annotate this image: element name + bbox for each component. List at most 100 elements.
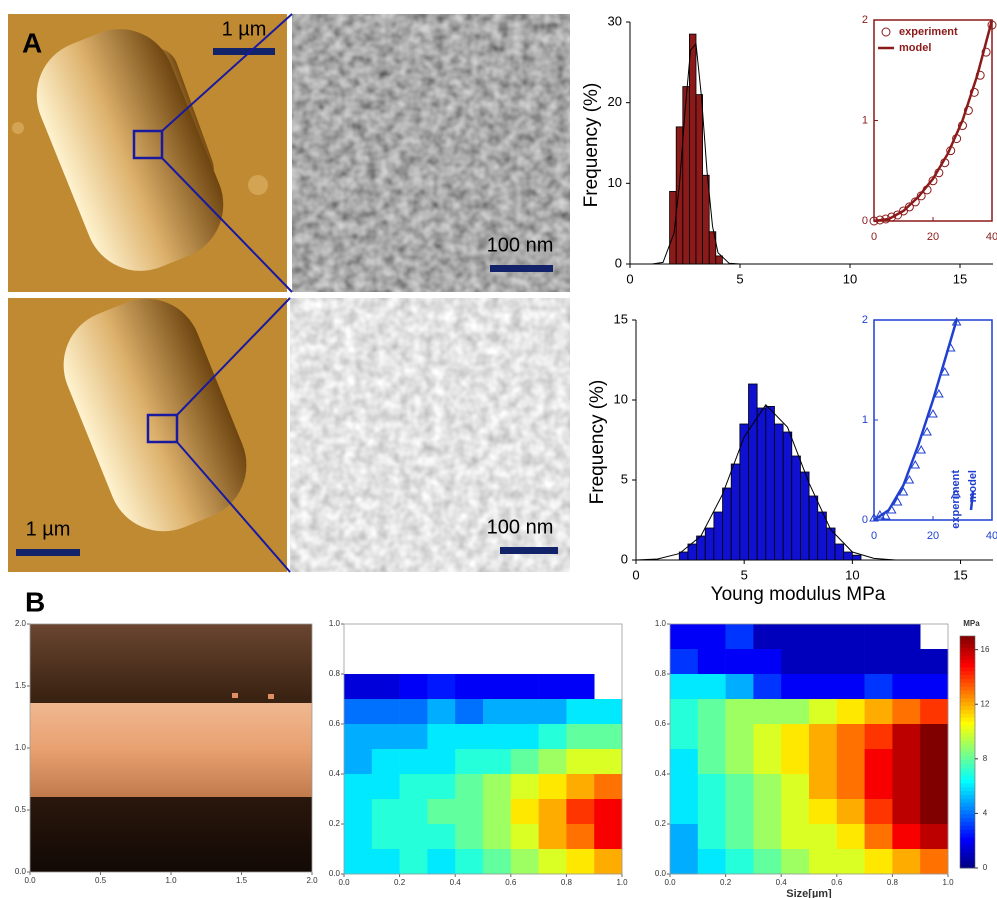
heatmap-cell <box>725 849 754 875</box>
colorbar-tick-label: 0 <box>983 863 988 872</box>
heatmap-cell <box>670 674 699 700</box>
inset-y-tick-label: 2 <box>862 14 868 26</box>
heatmap-cell <box>566 849 595 875</box>
heatmap-cell <box>538 774 567 800</box>
heatmap-cell <box>753 674 782 700</box>
x-tick-label: 10 <box>845 567 859 582</box>
y-tick-label: 5 <box>621 471 628 486</box>
legend-label: model <box>967 470 979 502</box>
heatmap-cell <box>371 724 400 750</box>
heatmap-cell <box>455 674 484 700</box>
heatmap-cell <box>510 749 539 775</box>
heatmap-cell <box>753 849 782 875</box>
heatmap-cell <box>670 724 699 750</box>
fit-curve <box>635 404 993 561</box>
y-tick-label: 15 <box>614 311 628 326</box>
heatmap-cell <box>864 849 893 875</box>
bar <box>843 551 853 561</box>
heatmap-cell <box>594 699 623 725</box>
y-tick-label: 0.8 <box>329 669 341 678</box>
bar <box>817 511 827 561</box>
x-tick-label: 0.8 <box>561 878 573 887</box>
colorbar-segment <box>960 763 975 768</box>
heatmap-cell <box>753 799 782 825</box>
colorbar-segment <box>960 802 975 807</box>
heatmap-cell <box>455 774 484 800</box>
bar <box>713 511 723 561</box>
x-tick-label: 0.0 <box>24 876 36 885</box>
x-tick-label: 0.0 <box>338 878 350 887</box>
colorbar-segment <box>960 848 975 853</box>
heatmap-cell <box>920 774 949 800</box>
heatmap-cell <box>809 674 838 700</box>
heatmap-cell <box>538 674 567 700</box>
heatmap-cell <box>753 749 782 775</box>
data-point <box>939 366 950 376</box>
x-tick-label: 0.2 <box>720 878 732 887</box>
heatmap-cell <box>510 699 539 725</box>
heatmap-cell <box>725 799 754 825</box>
heatmap-cell <box>670 799 699 825</box>
colorbar-segment <box>960 705 975 710</box>
heatmap-cell <box>836 749 865 775</box>
heatmap-cell <box>483 749 512 775</box>
bar <box>800 471 810 561</box>
bar <box>808 495 819 561</box>
fit-curve <box>630 42 993 265</box>
colorbar-segment <box>960 833 975 838</box>
bar <box>669 190 677 265</box>
data-point <box>951 316 962 326</box>
colorbar-segment <box>960 686 975 691</box>
x-tick-label: 0.2 <box>394 878 406 887</box>
heatmap-cell <box>344 724 373 750</box>
heatmap-cell <box>566 749 595 775</box>
heatmap-cell <box>594 849 623 875</box>
y-tick-label: 30 <box>608 13 622 28</box>
heatmap-cell <box>781 824 810 850</box>
colorbar-segment <box>960 782 975 788</box>
x-tick-label: 10 <box>843 271 857 286</box>
bar <box>791 455 801 561</box>
heatmap-cell <box>483 674 512 700</box>
x-axis-label: Size[µm] <box>786 888 832 898</box>
heatmap-cell <box>455 849 484 875</box>
bar <box>687 543 697 561</box>
legend-label: experiment <box>899 26 958 38</box>
heatmap-cell <box>670 649 699 675</box>
colorbar-segment <box>960 825 975 830</box>
colorbar-segment <box>960 744 975 749</box>
colorbar-label: MPa <box>963 619 980 628</box>
inset-y-tick-label: 2 <box>862 314 868 326</box>
heatmap-cell <box>344 774 373 800</box>
heatmap-cell <box>399 674 428 700</box>
y-axis-label: Frequency (%) <box>581 83 602 208</box>
heatmap-cell <box>538 699 567 725</box>
colorbar-segment <box>960 840 975 846</box>
colorbar-segment <box>960 817 975 822</box>
x-tick-label: 1.5 <box>236 876 248 885</box>
colorbar-segment <box>960 759 975 764</box>
data-point <box>904 474 915 484</box>
heatmap-cell <box>864 649 893 675</box>
heatmap-cell <box>920 749 949 775</box>
y-tick-label: 1.0 <box>15 743 27 752</box>
heatmap-cell <box>864 699 893 725</box>
heatmap-cell <box>594 724 623 750</box>
colorbar-segment <box>960 636 975 641</box>
heatmap-cell <box>510 849 539 875</box>
colorbar-segment <box>960 752 975 757</box>
heatmap-cell <box>864 824 893 850</box>
y-axis-label: Frequency (%) <box>587 380 608 505</box>
colorbar-segment <box>960 821 975 826</box>
colorbar-segment <box>960 694 975 699</box>
heatmap-cell <box>725 699 754 725</box>
afm-image-bottom <box>8 298 287 572</box>
heatmap-cell <box>725 624 754 650</box>
heatmap-cell <box>455 824 484 850</box>
heatmap-cell <box>809 799 838 825</box>
legend-label: experiment <box>950 470 962 529</box>
panel-label: B <box>25 586 45 617</box>
heatmap-cell <box>697 774 726 800</box>
heatmap-cell <box>483 724 512 750</box>
